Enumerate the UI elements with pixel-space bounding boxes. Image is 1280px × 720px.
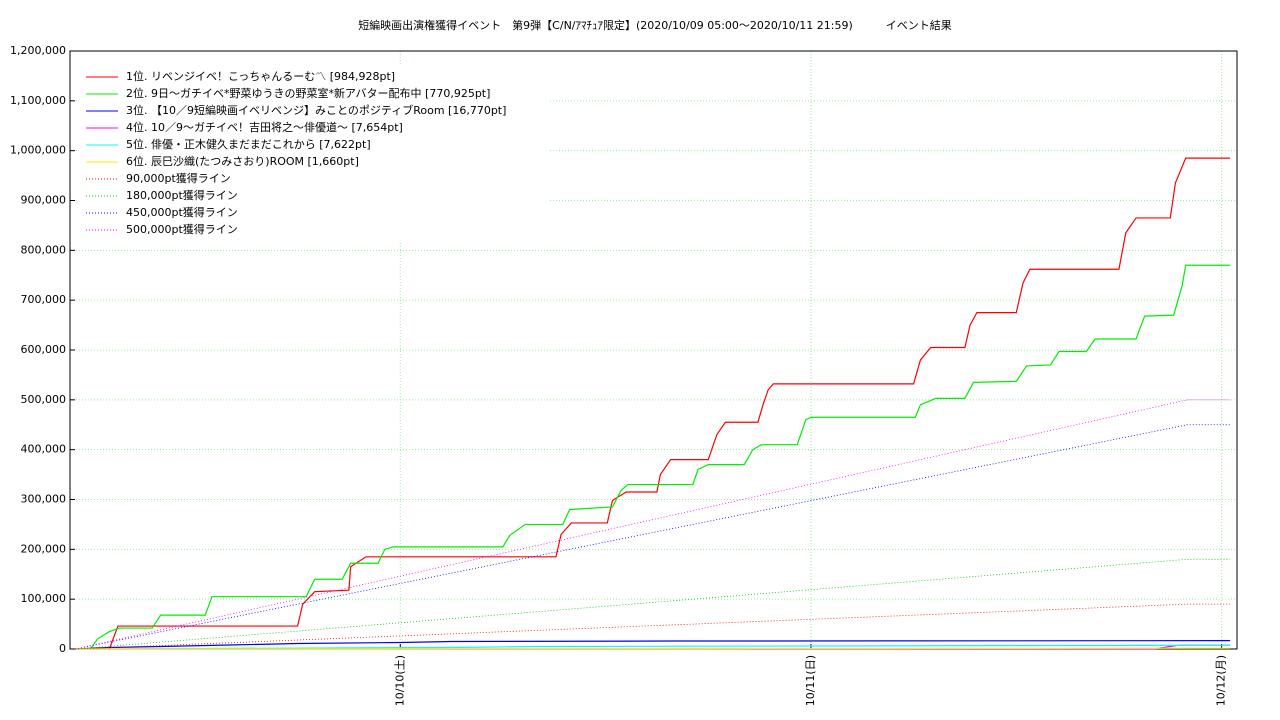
y-tick-label: 800,000: [21, 243, 67, 256]
y-tick-label: 700,000: [21, 293, 67, 306]
y-tick-label: 1,000,000: [10, 144, 66, 157]
y-tick-label: 0: [59, 642, 66, 655]
y-tick-label: 900,000: [21, 194, 67, 207]
legend-label: 1位. リベンジイベ！こっちゃんるーむ〽 [984,928pt]: [126, 69, 395, 83]
legend-box: [78, 65, 548, 241]
legend-label: 2位. 9日〜ガチイベ*野菜ゆうきの野菜室*新アバター配布中 [770,925p…: [126, 86, 490, 100]
series-line: [75, 424, 1231, 650]
y-tick-label: 200,000: [21, 542, 67, 555]
series-line: [75, 603, 1231, 650]
x-tick-label: 10/12(月): [1215, 655, 1228, 706]
y-tick-label: 600,000: [21, 343, 67, 356]
legend-label: 5位. 俳優・正木健久まだまだこれから [7,622pt]: [126, 137, 371, 151]
y-tick-label: 500,000: [21, 393, 67, 406]
legend-label: 450,000pt獲得ライン: [126, 206, 238, 219]
series-line: [75, 399, 1231, 650]
y-tick-label: 100,000: [21, 592, 67, 605]
y-tick-label: 400,000: [21, 443, 67, 456]
legend-label: 4位. 10／9〜ガチイベ！吉田将之〜俳優道〜 [7,654pt]: [126, 120, 403, 134]
legend-label: 90,000pt獲得ライン: [126, 172, 231, 185]
series-line: [75, 644, 1231, 650]
series-line: [90, 264, 1231, 650]
x-tick-label: 10/10(土): [393, 655, 406, 706]
legend-label: 3位. 【10／9短編映画イベリベンジ】みことのポジティブRoom [16,77…: [126, 103, 506, 117]
legend-label: 180,000pt獲得ライン: [126, 189, 238, 202]
y-tick-label: 1,200,000: [10, 44, 66, 57]
series-line: [108, 157, 1231, 650]
y-tick-label: 1,100,000: [10, 94, 66, 107]
series-line: [75, 647, 1231, 650]
series-line: [75, 558, 1231, 650]
y-tick-label: 300,000: [21, 493, 67, 506]
legend-label: 500,000pt獲得ライン: [126, 223, 238, 236]
chart-title: 短編映画出演権獲得イベント 第9弾【C/N/ｱﾏﾁｭｱ限定】(2020/10/0…: [358, 18, 952, 32]
legend-label: 6位. 辰巳沙織(たつみさおり)ROOM [1,660pt]: [126, 154, 359, 168]
x-tick-label: 10/11(日): [804, 655, 817, 706]
